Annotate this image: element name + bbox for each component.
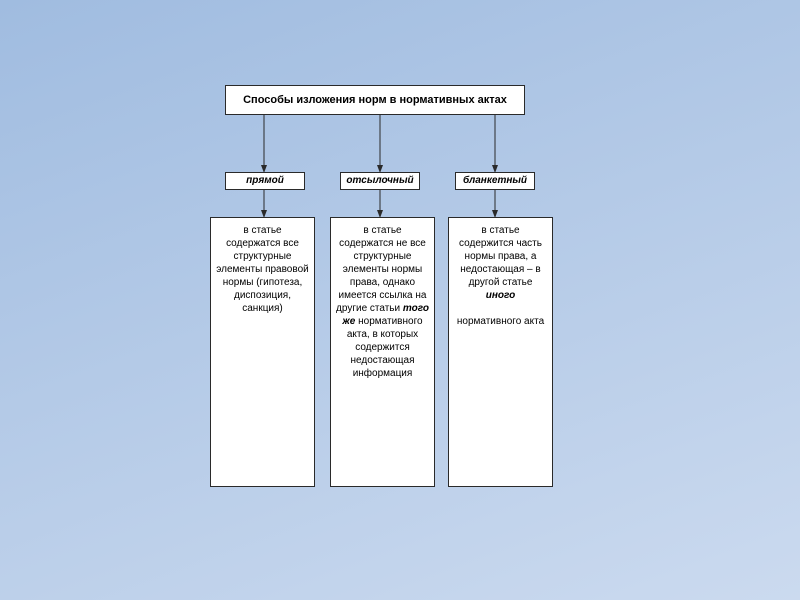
diagram-canvas: Способы изложения норм в нормативных акт… bbox=[0, 0, 800, 600]
title-text: Способы изложения норм в нормативных акт… bbox=[243, 94, 507, 106]
desc-text: в статье содержится часть нормы права, а… bbox=[453, 224, 548, 328]
type-label: бланкетный bbox=[463, 175, 527, 186]
desc-box-blanketnyj: в статье содержится часть нормы права, а… bbox=[448, 217, 553, 487]
desc-text: в статье содержатся не все структурные э… bbox=[335, 224, 430, 380]
type-box-pryamoj: прямой bbox=[225, 172, 305, 190]
desc-box-otsylochnyj: в статье содержатся не все структурные э… bbox=[330, 217, 435, 487]
desc-box-pryamoj: в статье содержатся все структурные элем… bbox=[210, 217, 315, 487]
desc-text: в статье содержатся все структурные элем… bbox=[215, 224, 310, 315]
type-label: прямой bbox=[246, 175, 284, 186]
type-box-otsylochnyj: отсылочный bbox=[340, 172, 420, 190]
title-box: Способы изложения норм в нормативных акт… bbox=[225, 85, 525, 115]
type-box-blanketnyj: бланкетный bbox=[455, 172, 535, 190]
type-label: отсылочный bbox=[346, 175, 413, 186]
